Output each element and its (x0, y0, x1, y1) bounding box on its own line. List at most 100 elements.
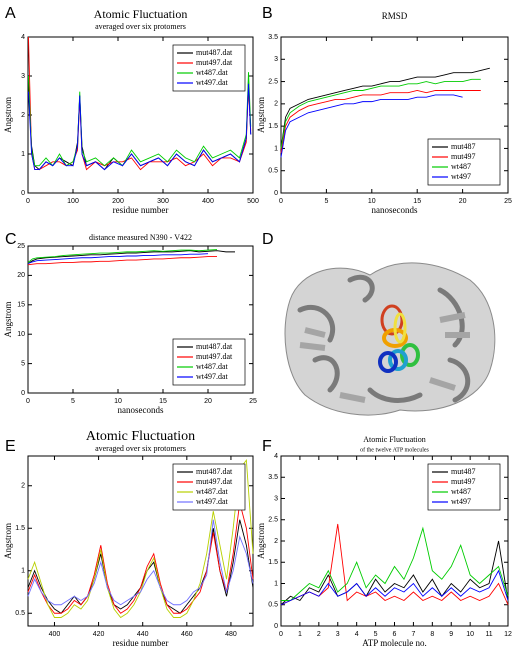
series-line (27, 249, 218, 263)
x-tick-label: 440 (137, 631, 149, 638)
y-tick-label: 1.5 (268, 559, 278, 566)
chart-subtitle: averaged over six protomers (95, 444, 186, 453)
chart-title: Atomic Fluctuation (86, 429, 195, 444)
plot-frame (27, 245, 254, 394)
x-tick-label: 480 (225, 631, 237, 638)
x-tick-label: 11 (485, 631, 492, 638)
x-tick-label: 2 (317, 631, 321, 638)
legend-label: wt497.dat (196, 372, 229, 381)
series-line (280, 94, 463, 158)
x-tick-label: 400 (49, 631, 61, 638)
y-axis-label: Angstrom (3, 302, 13, 338)
y-tick-label: 0 (274, 623, 278, 630)
y-tick-label: 1.5 (268, 123, 278, 130)
x-tick-label: 10 (114, 398, 122, 405)
x-axis-label: residue number (113, 205, 169, 215)
legend-label: mut487.dat (196, 342, 233, 351)
y-tick-label: 0.5 (15, 610, 25, 617)
chart-title: Atomic Fluctuation (363, 435, 425, 444)
series-line (28, 83, 252, 171)
series-line (27, 256, 217, 266)
legend-label: mut487.dat (196, 48, 233, 57)
series-line (280, 540, 509, 606)
protein-strands (299, 312, 470, 403)
x-axis-label: ATP molecule no. (362, 638, 426, 648)
series-line (280, 78, 481, 149)
legend-label: wt497 (451, 497, 471, 506)
x-tick-label: 6 (393, 631, 397, 638)
x-tick-label: 10 (368, 198, 376, 205)
y-tick-label: 2 (274, 538, 278, 545)
legend-label: mut487 (451, 467, 475, 476)
chart-title: Atomic Fluctuation (94, 7, 188, 21)
x-tick-label: 420 (93, 631, 105, 638)
series-line (280, 90, 481, 153)
y-tick-label: 5 (21, 360, 25, 367)
x-tick-label: 7 (411, 631, 415, 638)
series-line (281, 526, 509, 601)
chart-subtitle: of the twelve ATP molecules (360, 446, 429, 453)
x-tick-label: 500 (247, 198, 259, 205)
y-tick-label: 2 (21, 112, 25, 119)
chart-title: RMSD (382, 11, 408, 21)
legend-label: mut487.dat (196, 467, 233, 476)
x-tick-label: 5 (71, 398, 75, 405)
plot-frame (27, 455, 254, 627)
series-line (27, 519, 254, 606)
y-axis-label: Angstrom (256, 97, 266, 133)
x-tick-label: 20 (459, 198, 467, 205)
legend-label: wt497.dat (196, 78, 229, 87)
y-tick-label: 1 (274, 145, 278, 152)
y-tick-label: 3 (274, 56, 278, 63)
y-tick-label: 3 (274, 495, 278, 502)
helix-red (380, 304, 404, 336)
series-line (280, 67, 490, 149)
y-axis-label: Angstrom (256, 523, 266, 559)
y-tick-label: 3.5 (268, 34, 278, 41)
plot-frame (280, 36, 509, 194)
y-tick-label: 2 (21, 483, 25, 490)
series-line (27, 502, 254, 614)
panel-label: D (262, 231, 274, 248)
y-tick-label: 1.5 (15, 525, 25, 532)
helix-yellow (393, 312, 407, 344)
legend-label: wt487 (451, 162, 471, 171)
legend-label: wt487.dat (196, 362, 229, 371)
panel-label: B (262, 5, 273, 22)
y-tick-label: 2 (274, 101, 278, 108)
legend-label: wt497.dat (196, 497, 229, 506)
y-tick-label: 2.5 (268, 78, 278, 85)
x-tick-label: 400 (202, 198, 214, 205)
legend-label: wt487 (451, 487, 471, 496)
y-tick-label: 3 (21, 73, 25, 80)
y-tick-label: 25 (17, 243, 25, 250)
x-tick-label: 3 (336, 631, 340, 638)
legend-label: mut497.dat (196, 477, 233, 486)
y-axis-label: Angstrom (3, 523, 13, 559)
x-tick-label: 1 (298, 631, 302, 638)
x-tick-label: 5 (374, 631, 378, 638)
x-tick-label: 5 (324, 198, 328, 205)
legend-label: mut497.dat (196, 352, 233, 361)
legend-label: mut487 (451, 142, 475, 151)
x-tick-label: 15 (413, 198, 421, 205)
legend-label: mut497.dat (196, 58, 233, 67)
x-tick-label: 4 (355, 631, 359, 638)
x-axis-label: nanoseconds (118, 405, 164, 415)
series-line (280, 523, 509, 606)
legend-label: mut497 (451, 152, 475, 161)
y-tick-label: 1 (21, 568, 25, 575)
y-tick-label: 4 (21, 34, 25, 41)
panel-label: C (5, 231, 17, 248)
y-axis-label: Angstrom (3, 97, 13, 133)
chart-subtitle: averaged over six protomers (95, 22, 186, 31)
y-tick-label: 4 (274, 453, 278, 460)
x-tick-label: 12 (504, 631, 512, 638)
legend-label: wt497 (451, 172, 471, 181)
x-tick-label: 8 (430, 631, 434, 638)
x-tick-label: 0 (26, 198, 30, 205)
y-tick-label: 15 (17, 302, 25, 309)
y-tick-label: 2.5 (268, 517, 278, 524)
x-tick-label: 0 (26, 398, 30, 405)
